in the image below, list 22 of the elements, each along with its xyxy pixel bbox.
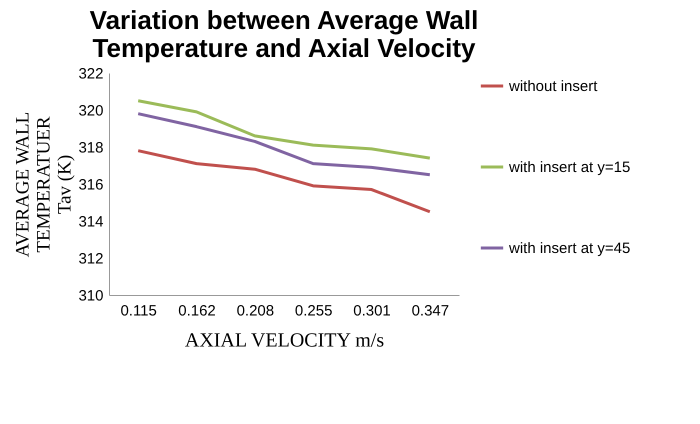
- x-tick-label: 0.255: [294, 302, 332, 320]
- legend-label: with insert at y=45: [508, 240, 630, 257]
- legend-label: with insert at y=15: [508, 159, 630, 176]
- y-tick-label: 320: [78, 102, 104, 120]
- y-tick-label: 310: [78, 288, 104, 304]
- x-tick-label: 0.347: [412, 302, 450, 320]
- line-series: [136, 149, 432, 214]
- y-tick-label: 322: [78, 66, 104, 82]
- line-series: [136, 112, 432, 176]
- legend-label: without insert: [508, 78, 598, 95]
- x-tick-label: 0.208: [236, 302, 274, 320]
- x-tick-label: 0.162: [178, 302, 216, 320]
- y-tick-label: 318: [78, 140, 104, 156]
- y-tick-label: 316: [78, 176, 104, 194]
- y-tick-label: 312: [78, 250, 104, 268]
- chart-title: Variation between Average Wall Temperature and Axial Velocity: [90, 5, 478, 63]
- x-tick-label: 0.115: [120, 302, 157, 320]
- y-tick-label: 314: [78, 214, 104, 230]
- x-axis-title: AXIAL VELOCITY m/s: [184, 330, 384, 352]
- x-tick-label: 0.301: [353, 302, 391, 320]
- line-series: [136, 99, 432, 160]
- y-axis-title: AVERAGE WALL TEMPERATUER Tav (K): [12, 112, 76, 258]
